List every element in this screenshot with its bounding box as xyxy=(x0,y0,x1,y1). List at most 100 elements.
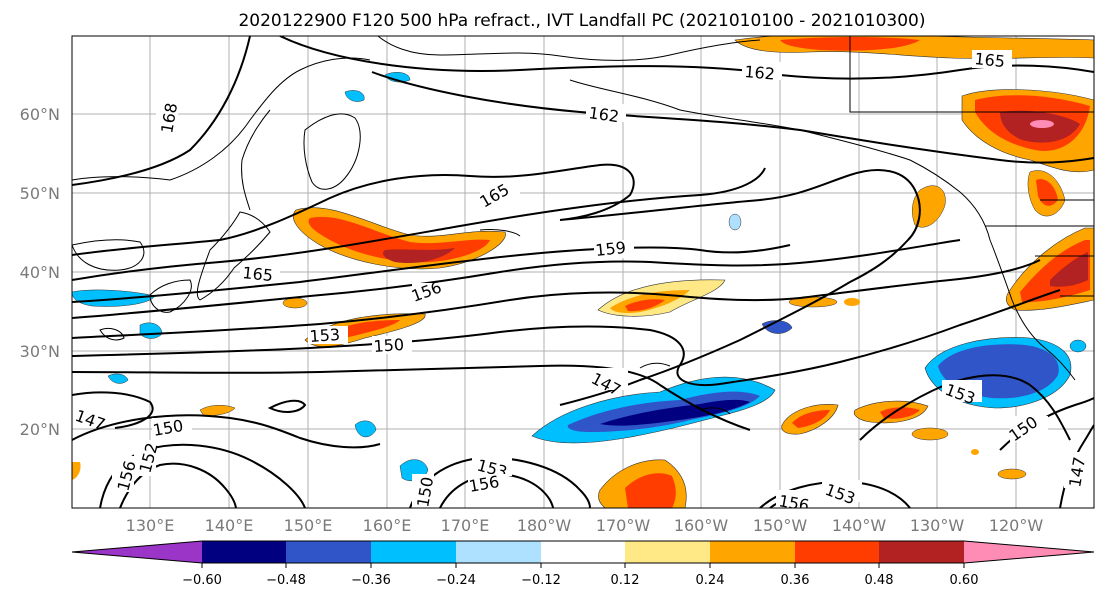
coast-na-west xyxy=(959,191,1076,381)
label-bg-153b xyxy=(942,380,982,402)
coast-korea xyxy=(72,239,145,271)
label-bg-150d xyxy=(412,474,434,508)
lon-label-130e: 130°E xyxy=(126,516,175,535)
lon-label-130w: 130°W xyxy=(910,516,965,535)
contour-label-162a: 162 xyxy=(744,62,776,84)
lon-label-150w: 150°W xyxy=(753,516,808,535)
map-frame xyxy=(71,35,1095,509)
coast-hawaii xyxy=(639,362,671,369)
coast-asia-north xyxy=(72,57,371,181)
contour-label-159: 159 xyxy=(594,238,626,260)
coast-aleutian-tail xyxy=(479,229,521,237)
label-bg-162a xyxy=(742,62,782,80)
dot-125w xyxy=(971,449,979,455)
colorbar-segment xyxy=(371,541,456,563)
lon-label-160w: 160°W xyxy=(674,516,729,535)
contour-147 xyxy=(72,364,751,431)
label-bg-150 xyxy=(372,336,412,354)
label-bg-147b xyxy=(72,404,104,424)
label-bg-165a xyxy=(972,50,1012,68)
plume-central-core xyxy=(625,299,665,312)
colorbar-tick-label: 0.36 xyxy=(781,573,810,588)
lat-label-30n: 30°N xyxy=(20,342,60,361)
contour-165 xyxy=(72,163,921,406)
plume-japan-core xyxy=(383,248,455,264)
map-body: 168 162 162 165 165 159 165 156 153 150 … xyxy=(72,36,1094,515)
contour-150-w xyxy=(72,414,381,449)
lat-label-60n: 60°N xyxy=(20,105,60,124)
plume-offshore-bc xyxy=(912,185,946,228)
contour-153-e xyxy=(859,374,1071,441)
coast-japan xyxy=(196,211,271,301)
blob-130w-18n xyxy=(911,427,949,441)
coast-arctic xyxy=(377,36,761,61)
lat-label-20n: 20°N xyxy=(20,420,60,439)
label-bg-165b xyxy=(480,182,520,204)
colorbar-segment xyxy=(541,541,625,563)
coast-japan-south xyxy=(149,279,192,313)
lon-label-160e: 160°E xyxy=(363,516,412,535)
label-bg-147c xyxy=(1064,452,1086,488)
colorbar-segment xyxy=(286,541,371,563)
contour-150-s xyxy=(409,456,591,508)
contour-153 xyxy=(72,259,1041,339)
contour-162 xyxy=(371,71,1094,164)
colorbar-segment xyxy=(879,541,964,563)
plume-wa-core xyxy=(1036,179,1058,206)
colorbar-tick-label: −0.48 xyxy=(266,573,306,588)
neg-plume-core xyxy=(600,399,750,426)
colorbar-tick-label: −0.60 xyxy=(182,573,222,588)
colorbar-segment xyxy=(202,541,286,563)
label-bg-156d xyxy=(112,456,134,492)
label-bg-162b xyxy=(586,104,626,122)
contour-small-w xyxy=(267,399,307,413)
blob-153e xyxy=(282,297,308,309)
contour-168 xyxy=(72,36,251,186)
contour-label-165c: 165 xyxy=(242,263,274,285)
contour-label-153: 153 xyxy=(309,325,341,346)
coast-sakhalin xyxy=(241,109,271,211)
neg-150w-32n xyxy=(761,320,793,334)
colorbar-extend-high xyxy=(964,541,1094,563)
contour-label-162b: 162 xyxy=(587,103,620,126)
coast-kamchatka xyxy=(303,113,361,190)
state-borders xyxy=(1035,199,1094,297)
colorbar-tick-label: −0.12 xyxy=(521,573,561,588)
contour-156-w xyxy=(119,462,237,508)
neg-125e-27n xyxy=(107,373,129,384)
contour-150 xyxy=(72,289,1061,386)
plume-california-core xyxy=(1050,252,1088,287)
label-bg-153d xyxy=(822,480,862,502)
colorbar-tick-label: 0.12 xyxy=(611,573,640,588)
lon-label-180: 180°W xyxy=(517,516,572,535)
lat-label-40n: 40°N xyxy=(20,263,60,282)
colorbar-segment xyxy=(795,541,879,563)
contour-165-b xyxy=(72,167,766,281)
colorbar-extend-low xyxy=(72,541,202,563)
neg-117w-30n xyxy=(1069,339,1087,353)
contour-156 xyxy=(72,239,961,319)
neg-155e-20n xyxy=(354,420,377,438)
contour-label-165a: 165 xyxy=(974,49,1006,71)
neg-kamchatka xyxy=(344,90,365,102)
colorbar-tick-label: −0.24 xyxy=(436,573,476,588)
colorbar xyxy=(71,540,1095,568)
contour-159 xyxy=(72,244,791,303)
blob-145w-20n-core xyxy=(792,410,830,428)
colorbar-ticks: −0.60 −0.48 −0.36 −0.24 −0.12 0.12 0.24 … xyxy=(182,573,978,588)
colorbar-tick-label: 0.60 xyxy=(950,573,979,588)
label-bg-152 xyxy=(134,440,156,476)
contour-label-156c: 156 xyxy=(777,491,810,515)
colorbar-tick-label: 0.24 xyxy=(696,573,725,588)
colorbar-tick-label: −0.36 xyxy=(351,573,391,588)
lat-label-50n: 50°N xyxy=(20,184,60,203)
label-bg-150c xyxy=(1010,416,1048,442)
label-bg-150b xyxy=(152,418,192,438)
longitude-labels: 130°E 140°E 150°E 160°E 170°E 180°W 170°… xyxy=(126,516,1044,535)
blob-edge-w xyxy=(72,462,81,480)
colorbar-segment xyxy=(625,541,710,563)
colorbar-tick-label: 0.48 xyxy=(865,573,894,588)
label-bg-165c xyxy=(240,264,280,282)
label-bg-153c xyxy=(472,456,512,476)
contour-label-150: 150 xyxy=(373,335,405,356)
